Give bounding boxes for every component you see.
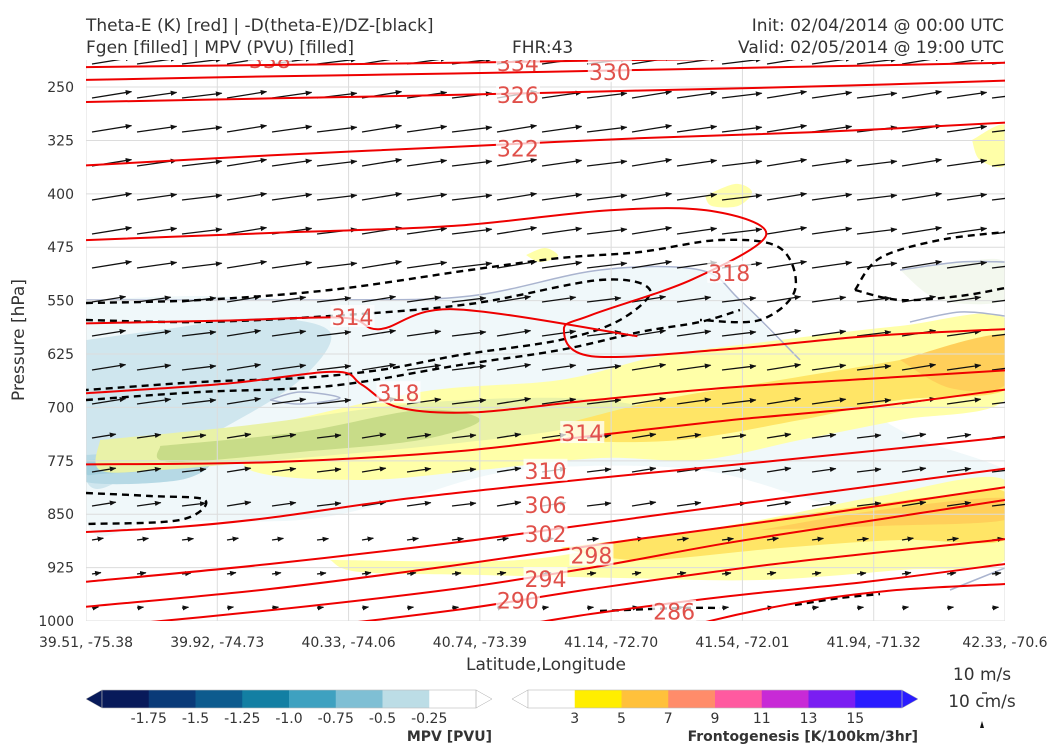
wind-legend-horizontal: 10 m/s <box>953 665 1011 685</box>
y-tick-850: 850 <box>47 507 74 523</box>
theta-e-label: 314 <box>332 306 374 331</box>
fgen-tick: 11 <box>753 711 771 727</box>
theta-e-contour-318 <box>86 369 1005 414</box>
x-tick-7: 42.33, -70.6 <box>962 635 1047 651</box>
frontogenesis-colorbar-label: Frontogenesis [K/100km/3hr] <box>688 729 918 745</box>
x-tick-3: 40.74, -73.39 <box>433 635 527 651</box>
title-line-2: Fgen [filled] | MPV (PVU) [filled] <box>86 38 354 58</box>
theta-e-label: 290 <box>497 589 539 614</box>
y-axis-label: Pressure [hPa] <box>9 279 29 401</box>
mpv-colorbar: -1.75 -1.5 -1.25 -1.0 -0.75 -0.5 -0.25 <box>85 689 493 727</box>
fgen-tick: 9 <box>711 711 720 727</box>
fgen-tick: 7 <box>664 711 673 727</box>
y-tick-475: 475 <box>47 240 74 256</box>
theta-e-label: 302 <box>525 523 567 548</box>
x-tick-2: 40.33, -74.06 <box>302 635 396 651</box>
wind-vectors <box>91 60 1005 611</box>
title-line-1: Theta-E (K) [red] | -D(theta-E)/DZ-[blac… <box>85 16 434 36</box>
theta-e-label: 310 <box>525 460 567 485</box>
theta-e-contour-290 <box>539 563 1005 621</box>
fgen-tick: 13 <box>800 711 818 727</box>
y-tick-550: 550 <box>47 294 74 310</box>
y-tick-700: 700 <box>47 400 74 416</box>
theta-e-label: 318 <box>708 262 750 287</box>
mpv-tick: -0.5 <box>369 711 396 727</box>
theta-e-label: 318 <box>377 382 419 407</box>
mpv-tick: -1.25 <box>224 711 260 727</box>
x-tick-0: 39.51, -75.38 <box>39 635 133 651</box>
y-tick-1000: 1000 <box>38 614 74 630</box>
theta-e-contour-298 <box>151 499 1005 621</box>
theta-e-contour-310 <box>86 436 1005 533</box>
theta-e-label: 286 <box>653 601 695 626</box>
y-tick-925: 925 <box>47 561 74 577</box>
theta-e-label: 338 <box>249 49 291 74</box>
x-tick-labels: 39.51, -75.38 39.92, -74.73 40.33, -74.06 4… <box>39 635 1048 651</box>
wind-legend-vertical: 10 cm/s <box>948 692 1016 712</box>
wind-legend-arrow-vertical <box>980 721 984 728</box>
theta-e-label: 314 <box>561 422 603 447</box>
mpv-tick: -1.5 <box>182 711 209 727</box>
theta-e-contour-326 <box>86 79 1005 103</box>
theta-e-label: 330 <box>589 61 631 86</box>
valid-time: Valid: 02/05/2014 @ 19:00 UTC <box>738 38 1004 58</box>
y-tick-775: 775 <box>47 454 74 470</box>
fgen-tick: 15 <box>846 711 864 727</box>
filled-fields <box>86 124 1005 591</box>
theta-e-label: 326 <box>497 84 539 109</box>
mpv-tick: -1.0 <box>275 711 302 727</box>
x-axis-label: Latitude,Longitude <box>466 655 626 675</box>
y-tick-400: 400 <box>47 187 74 203</box>
theta-e-contour-334 <box>86 60 722 69</box>
y-tick-325: 325 <box>47 133 74 149</box>
mpv-colorbar-label: MPV [PVU] <box>407 729 492 745</box>
theta-e-contour-286 <box>705 583 1005 621</box>
mpv-tick: -0.75 <box>318 711 354 727</box>
theta-e-label: 322 <box>497 137 539 162</box>
mpv-tick: -0.25 <box>411 711 447 727</box>
fgen-tick: 3 <box>570 711 579 727</box>
fgen-tick: 5 <box>617 711 626 727</box>
theta-e-contour-330 <box>86 61 1005 81</box>
x-tick-5: 41.54, -72.01 <box>695 635 789 651</box>
theta-e-contour-302 <box>86 486 1005 608</box>
frontogenesis-colorbar: 3 5 7 9 11 13 15 <box>511 689 919 727</box>
y-tick-250: 250 <box>47 80 74 96</box>
x-tick-6: 41.94, -71.32 <box>827 635 921 651</box>
y-tick-labels: 250 325 400 475 550 625 700 775 850 925 1000 <box>38 80 74 630</box>
gridlines <box>86 60 1005 621</box>
init-time: Init: 02/04/2014 @ 00:00 UTC <box>752 16 1004 36</box>
theta-e-contours: 338 334 3303263223183183143143103063022982… <box>86 49 1005 626</box>
y-tick-625: 625 <box>47 347 74 363</box>
x-tick-1: 39.92, -74.73 <box>170 635 264 651</box>
mpv-tick: -1.75 <box>131 711 167 727</box>
theta-e-contour-322 <box>86 121 1005 167</box>
forecast-hour: FHR:43 <box>512 38 573 58</box>
theta-e-label: 298 <box>570 545 612 570</box>
x-tick-4: 41.14, -72.70 <box>564 635 658 651</box>
theta-e-label: 306 <box>525 494 567 519</box>
